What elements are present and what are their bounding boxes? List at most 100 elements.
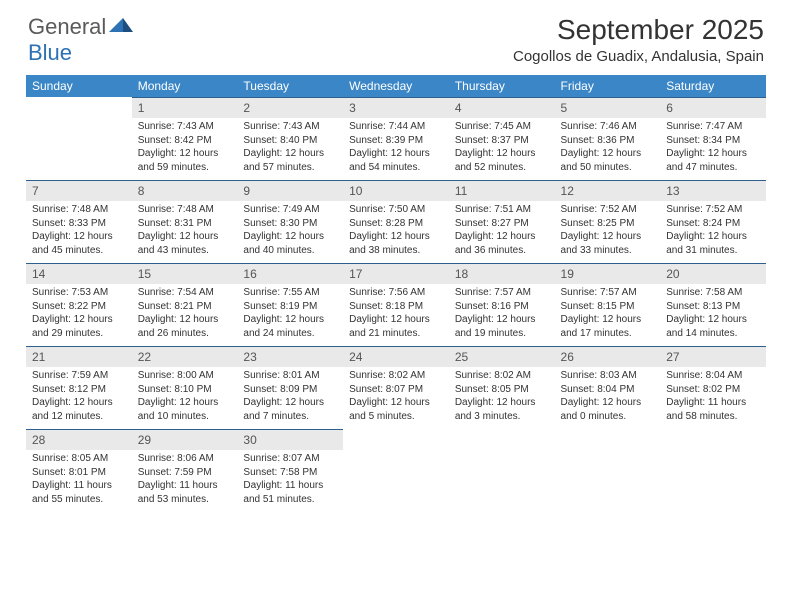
day-data: Sunrise: 7:48 AMSunset: 8:31 PMDaylight:… — [132, 201, 238, 263]
day-number: 24 — [343, 346, 449, 367]
day-data: Sunrise: 7:51 AMSunset: 8:27 PMDaylight:… — [449, 201, 555, 263]
calendar-body: . 1Sunrise: 7:43 AMSunset: 8:42 PMDaylig… — [26, 97, 766, 512]
day-number: 14 — [26, 263, 132, 284]
day-number: 27 — [660, 346, 766, 367]
calendar-cell: 20Sunrise: 7:58 AMSunset: 8:13 PMDayligh… — [660, 263, 766, 346]
day-number: 2 — [237, 97, 343, 118]
day-number: 13 — [660, 180, 766, 201]
day-data: Sunrise: 8:04 AMSunset: 8:02 PMDaylight:… — [660, 367, 766, 429]
calendar-cell: 27Sunrise: 8:04 AMSunset: 8:02 PMDayligh… — [660, 346, 766, 429]
calendar-cell: . — [555, 429, 661, 512]
calendar-cell: 19Sunrise: 7:57 AMSunset: 8:15 PMDayligh… — [555, 263, 661, 346]
calendar-cell: 4Sunrise: 7:45 AMSunset: 8:37 PMDaylight… — [449, 97, 555, 180]
day-data: Sunrise: 8:00 AMSunset: 8:10 PMDaylight:… — [132, 367, 238, 429]
day-number: 18 — [449, 263, 555, 284]
calendar-cell: 10Sunrise: 7:50 AMSunset: 8:28 PMDayligh… — [343, 180, 449, 263]
calendar-cell: 22Sunrise: 8:00 AMSunset: 8:10 PMDayligh… — [132, 346, 238, 429]
calendar-table: SundayMondayTuesdayWednesdayThursdayFrid… — [26, 75, 766, 512]
calendar-cell: 21Sunrise: 7:59 AMSunset: 8:12 PMDayligh… — [26, 346, 132, 429]
day-number: 20 — [660, 263, 766, 284]
calendar-cell: 25Sunrise: 8:02 AMSunset: 8:05 PMDayligh… — [449, 346, 555, 429]
calendar-cell: 6Sunrise: 7:47 AMSunset: 8:34 PMDaylight… — [660, 97, 766, 180]
month-title: September 2025 — [513, 14, 764, 46]
day-data: Sunrise: 7:49 AMSunset: 8:30 PMDaylight:… — [237, 201, 343, 263]
day-data: Sunrise: 7:56 AMSunset: 8:18 PMDaylight:… — [343, 284, 449, 346]
day-number: 1 — [132, 97, 238, 118]
calendar-cell: 3Sunrise: 7:44 AMSunset: 8:39 PMDaylight… — [343, 97, 449, 180]
calendar-cell: . — [660, 429, 766, 512]
calendar-cell: 5Sunrise: 7:46 AMSunset: 8:36 PMDaylight… — [555, 97, 661, 180]
day-number: 4 — [449, 97, 555, 118]
calendar-cell: 17Sunrise: 7:56 AMSunset: 8:18 PMDayligh… — [343, 263, 449, 346]
logo: General — [28, 14, 135, 40]
day-header: Tuesday — [237, 75, 343, 97]
calendar-cell: . — [449, 429, 555, 512]
calendar-cell: 23Sunrise: 8:01 AMSunset: 8:09 PMDayligh… — [237, 346, 343, 429]
day-data: Sunrise: 7:58 AMSunset: 8:13 PMDaylight:… — [660, 284, 766, 346]
day-data: Sunrise: 7:48 AMSunset: 8:33 PMDaylight:… — [26, 201, 132, 263]
day-data: Sunrise: 7:55 AMSunset: 8:19 PMDaylight:… — [237, 284, 343, 346]
day-header: Thursday — [449, 75, 555, 97]
day-number: 9 — [237, 180, 343, 201]
day-number: 8 — [132, 180, 238, 201]
day-number: 25 — [449, 346, 555, 367]
location-text: Cogollos de Guadix, Andalusia, Spain — [513, 48, 764, 65]
calendar-cell: 16Sunrise: 7:55 AMSunset: 8:19 PMDayligh… — [237, 263, 343, 346]
calendar-head: SundayMondayTuesdayWednesdayThursdayFrid… — [26, 75, 766, 97]
day-number: 21 — [26, 346, 132, 367]
calendar-cell: 9Sunrise: 7:49 AMSunset: 8:30 PMDaylight… — [237, 180, 343, 263]
day-number: 15 — [132, 263, 238, 284]
calendar-cell: 1Sunrise: 7:43 AMSunset: 8:42 PMDaylight… — [132, 97, 238, 180]
calendar-cell: 28Sunrise: 8:05 AMSunset: 8:01 PMDayligh… — [26, 429, 132, 512]
calendar-cell: 26Sunrise: 8:03 AMSunset: 8:04 PMDayligh… — [555, 346, 661, 429]
day-data: Sunrise: 7:43 AMSunset: 8:42 PMDaylight:… — [132, 118, 238, 180]
day-number: 5 — [555, 97, 661, 118]
calendar-cell: 8Sunrise: 7:48 AMSunset: 8:31 PMDaylight… — [132, 180, 238, 263]
day-data: Sunrise: 8:06 AMSunset: 7:59 PMDaylight:… — [132, 450, 238, 512]
day-data: Sunrise: 7:50 AMSunset: 8:28 PMDaylight:… — [343, 201, 449, 263]
day-data: Sunrise: 7:57 AMSunset: 8:15 PMDaylight:… — [555, 284, 661, 346]
day-number: 28 — [26, 429, 132, 450]
calendar-cell: 15Sunrise: 7:54 AMSunset: 8:21 PMDayligh… — [132, 263, 238, 346]
day-number: 12 — [555, 180, 661, 201]
day-number: 10 — [343, 180, 449, 201]
calendar-cell: 2Sunrise: 7:43 AMSunset: 8:40 PMDaylight… — [237, 97, 343, 180]
day-data: Sunrise: 8:02 AMSunset: 8:07 PMDaylight:… — [343, 367, 449, 429]
day-number: 7 — [26, 180, 132, 201]
day-data: Sunrise: 7:52 AMSunset: 8:25 PMDaylight:… — [555, 201, 661, 263]
title-block: September 2025 Cogollos de Guadix, Andal… — [513, 14, 764, 65]
day-number: 3 — [343, 97, 449, 118]
logo-triangle-icon — [109, 14, 135, 40]
calendar-cell: . — [343, 429, 449, 512]
calendar-cell: 29Sunrise: 8:06 AMSunset: 7:59 PMDayligh… — [132, 429, 238, 512]
day-number: 17 — [343, 263, 449, 284]
calendar-cell: 11Sunrise: 7:51 AMSunset: 8:27 PMDayligh… — [449, 180, 555, 263]
day-number: 19 — [555, 263, 661, 284]
calendar-cell: . — [26, 97, 132, 180]
header: General September 2025 Cogollos de Guadi… — [0, 0, 792, 71]
day-number: 11 — [449, 180, 555, 201]
day-header: Wednesday — [343, 75, 449, 97]
day-data: Sunrise: 8:01 AMSunset: 8:09 PMDaylight:… — [237, 367, 343, 429]
calendar-cell: 30Sunrise: 8:07 AMSunset: 7:58 PMDayligh… — [237, 429, 343, 512]
day-data: Sunrise: 7:47 AMSunset: 8:34 PMDaylight:… — [660, 118, 766, 180]
day-data: Sunrise: 8:03 AMSunset: 8:04 PMDaylight:… — [555, 367, 661, 429]
day-data: Sunrise: 7:44 AMSunset: 8:39 PMDaylight:… — [343, 118, 449, 180]
day-number: 26 — [555, 346, 661, 367]
day-number: 6 — [660, 97, 766, 118]
day-number: 16 — [237, 263, 343, 284]
day-header: Friday — [555, 75, 661, 97]
day-header: Monday — [132, 75, 238, 97]
calendar-cell: 18Sunrise: 7:57 AMSunset: 8:16 PMDayligh… — [449, 263, 555, 346]
day-number: 23 — [237, 346, 343, 367]
logo-text-general: General — [28, 14, 106, 40]
calendar-cell: 14Sunrise: 7:53 AMSunset: 8:22 PMDayligh… — [26, 263, 132, 346]
day-data: Sunrise: 8:05 AMSunset: 8:01 PMDaylight:… — [26, 450, 132, 512]
day-data: Sunrise: 8:02 AMSunset: 8:05 PMDaylight:… — [449, 367, 555, 429]
day-data: Sunrise: 7:43 AMSunset: 8:40 PMDaylight:… — [237, 118, 343, 180]
calendar-cell: 13Sunrise: 7:52 AMSunset: 8:24 PMDayligh… — [660, 180, 766, 263]
day-number: 22 — [132, 346, 238, 367]
day-data: Sunrise: 7:46 AMSunset: 8:36 PMDaylight:… — [555, 118, 661, 180]
day-number: 29 — [132, 429, 238, 450]
day-header: Saturday — [660, 75, 766, 97]
